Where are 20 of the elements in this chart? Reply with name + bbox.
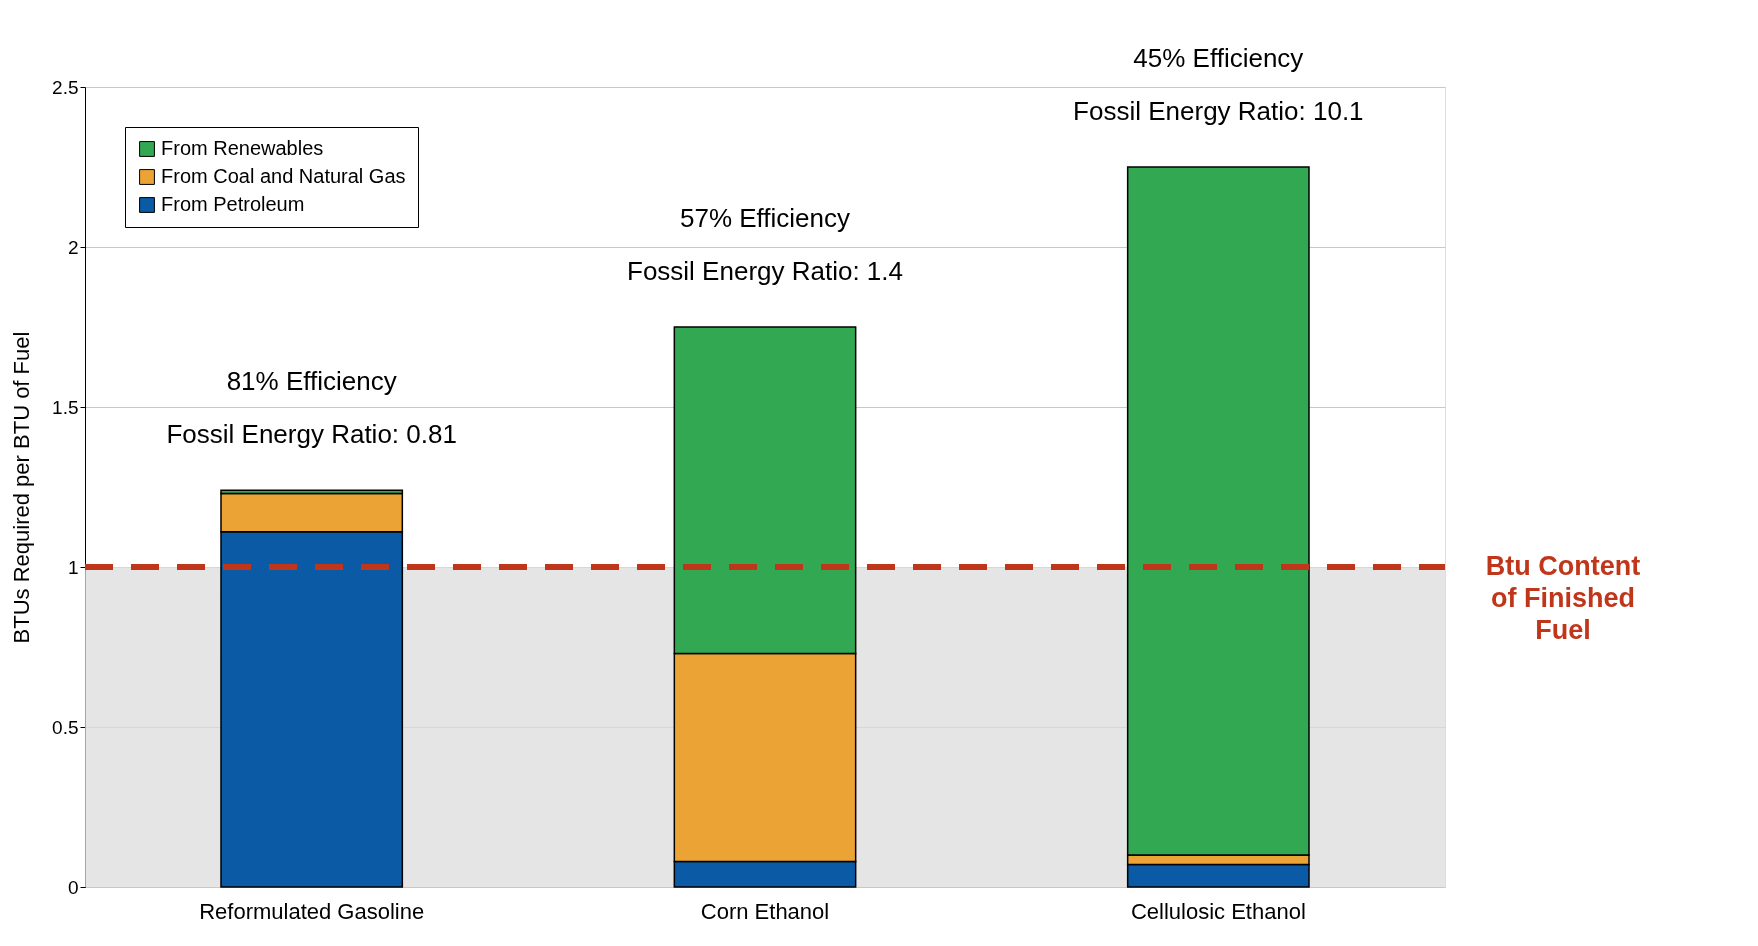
y-tick-label: 0.5 <box>52 716 79 738</box>
annotation: 81% Efficiency <box>226 366 397 397</box>
annotation: 57% Efficiency <box>679 203 851 233</box>
x-tick-label: Corn Ethanol <box>700 898 830 924</box>
annotation: Fossil Energy Ratio: 10.1 <box>1073 96 1364 126</box>
y-tick-label: 0 <box>67 876 79 898</box>
annotation: Fossil Energy Ratio: 1.4 <box>626 256 904 286</box>
y-tick-label: 1.5 <box>52 396 79 418</box>
legend-label: From Petroleum <box>161 193 305 215</box>
annotation: Fossil Energy Ratio: 0.81 <box>166 419 457 450</box>
legend-label: From Coal and Natural Gas <box>161 165 406 187</box>
ref-line-label: Btu Content of Finished Fuel <box>1485 551 1641 645</box>
text: 45% Efficiency <box>1133 43 1304 73</box>
y-tick-label: 2 <box>67 236 79 258</box>
legend-label: From Renewables <box>161 137 324 159</box>
x-tick-label: Cellulosic Ethanol <box>1130 898 1306 924</box>
y-axis-title: BTUs Required per BTU of Fuel <box>9 331 35 644</box>
x-tick-label: Reformulated Gasoline <box>199 898 425 924</box>
y-tick-label: 1 <box>67 556 79 578</box>
y-tick-label: 2.5 <box>52 76 79 98</box>
